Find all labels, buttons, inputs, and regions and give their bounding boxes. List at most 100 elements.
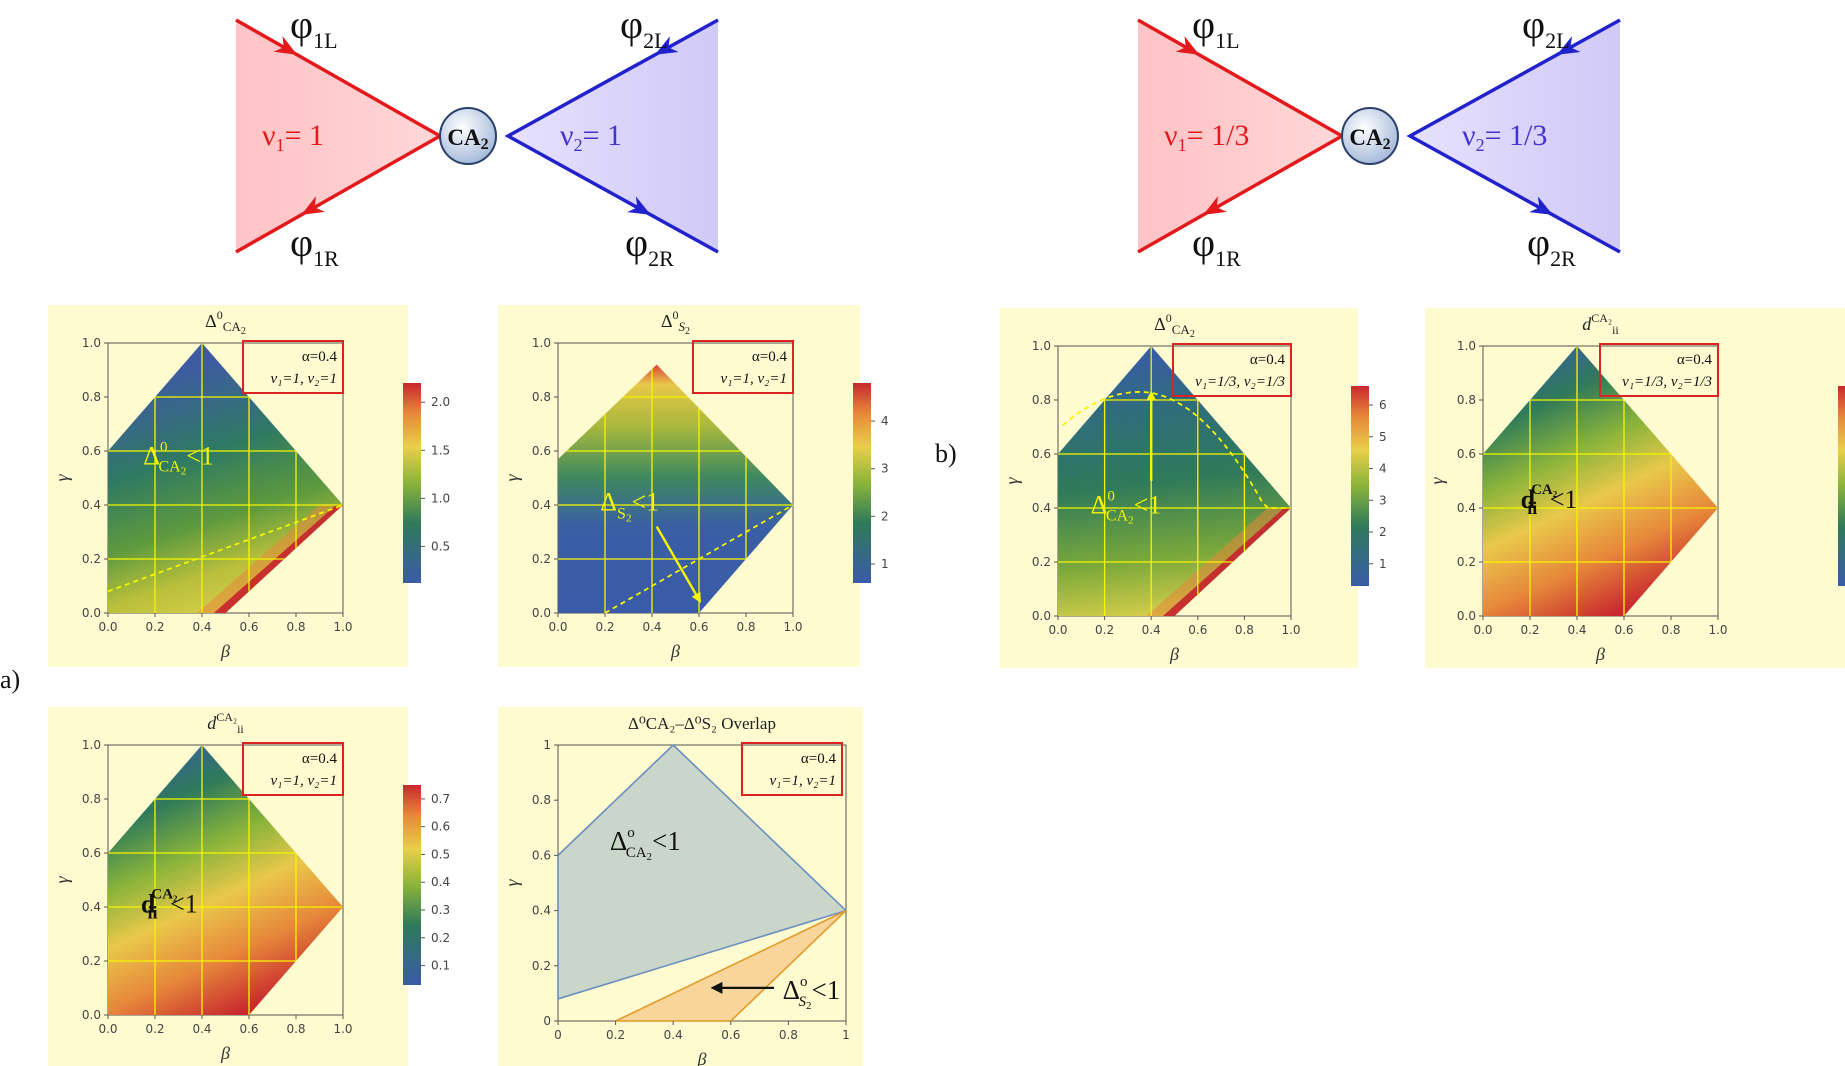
colorbar: [403, 383, 421, 583]
chart-title: Δ0CA2: [205, 308, 246, 337]
chart-title: dCA₂ii: [207, 710, 244, 736]
legend-alpha: α=0.4: [302, 349, 338, 365]
y-tick-label: 0.0: [82, 606, 101, 620]
x-tick-label: 0.2: [595, 620, 614, 634]
x-tick-label: 0.0: [98, 1022, 117, 1036]
y-tick-label: 0.8: [1032, 393, 1051, 407]
y-tick-label: 0.0: [1032, 609, 1051, 623]
schematic-diagrams: CA2 φ1L φ2L φ1R φ2R ν1= 1 ν2= 1 CA2 φ1L φ2L φ1R φ2R…: [235, 2, 1621, 271]
x-tick-label: 0.2: [606, 1028, 625, 1042]
x-axis-label: β: [220, 1043, 230, 1063]
legend-alpha: α=0.4: [752, 349, 788, 365]
edge-arrow-head: [1203, 196, 1227, 215]
y-tick-label: 1.0: [82, 336, 101, 350]
y-tick-label: 0.4: [532, 904, 551, 918]
colorbar-tick-label: 0.1: [431, 959, 450, 973]
y-axis-label: γ: [502, 879, 522, 887]
x-axis-label: β: [670, 641, 680, 661]
boundary-dashed-line: [604, 504, 794, 614]
parameter-legend-box: [741, 742, 843, 796]
ca2-node-label: CA2: [447, 125, 488, 153]
y-tick-label: 0.0: [82, 1008, 101, 1022]
region-annotation: Δ0 CA2<1: [143, 440, 214, 478]
y-tick-label: 0.8: [82, 390, 101, 404]
colorbar-tick-label: 0.6: [431, 820, 450, 834]
y-tick-label: 0.4: [82, 498, 101, 512]
annotation-arrow: [655, 525, 702, 603]
legend-nu: ν₁=1/3, ν₂=1/3: [1195, 374, 1285, 390]
edge-arrow-head: [1529, 196, 1553, 215]
colorbar-tick-label: 3: [1379, 493, 1387, 507]
boundary-dashed-line: [107, 504, 344, 593]
chart-title: Δ0CA2: [1154, 311, 1195, 340]
colorbar-tick-label: 2: [881, 509, 889, 523]
x-tick-label: 1: [842, 1028, 850, 1042]
x-tick-label: 0.6: [721, 1028, 740, 1042]
legend-alpha: α=0.4: [302, 751, 338, 767]
y-tick-label: 1.0: [82, 738, 101, 752]
x-tick-label: 1.0: [333, 620, 352, 634]
y-tick-label: 0.8: [82, 792, 101, 806]
x-axis-label: β: [1595, 644, 1605, 664]
colorbar-tick-label: 2.0: [431, 395, 450, 409]
heatmap-region: [108, 745, 343, 1015]
chart-title: dCA₂ii: [1582, 311, 1619, 337]
y-axis-label: γ: [52, 474, 72, 482]
y-tick-label: 0.0: [1457, 609, 1476, 623]
y-tick-label: 0.2: [1457, 555, 1476, 569]
colorbar-tick-label: 0.2: [431, 931, 450, 945]
ca2-node: [439, 107, 497, 165]
y-tick-label: 0.2: [1032, 555, 1051, 569]
x-tick-label: 0.0: [548, 620, 567, 634]
x-tick-label: 0.2: [1520, 623, 1539, 637]
x-tick-label: 0.6: [239, 620, 258, 634]
panel-label-b: b): [935, 439, 957, 468]
colorbar-tick-label: 6: [1379, 398, 1387, 412]
chart-panels: Δ0CA2 Δ0 CA2<1 0.0 0.2 0.4 0.6 0.8 1.0 0.0 0.2 0.4 0…: [48, 305, 1845, 1066]
colorbar-tick-label: 0.3: [431, 903, 450, 917]
legend-nu: ν₁=1/3, ν₂=1/3: [1622, 374, 1712, 390]
nu2-label: ν2= 1: [560, 119, 622, 155]
y-tick-label: 0.8: [532, 390, 551, 404]
heatmap-region: [1483, 346, 1718, 616]
colorbar-tick-label: 0.4: [431, 875, 450, 889]
colorbar: [1838, 386, 1845, 586]
edge-arrow-head: [1557, 36, 1581, 55]
x-tick-label: 1.0: [1708, 623, 1727, 637]
x-tick-label: 0.8: [286, 620, 305, 634]
overlap-label-s: Δo S2<1: [783, 974, 841, 1012]
x-tick-label: 1.0: [333, 1022, 352, 1036]
chart-panel-4: Δ⁰CA₂–Δ⁰S₂ Overlap Δo CA2<1 Δo S2<1 0 0.2 0.4 0.…: [498, 707, 863, 1066]
x-tick-label: 0.4: [192, 620, 211, 634]
phi-2R-label: φ2R: [1527, 220, 1576, 271]
x-tick-label: 0.0: [1473, 623, 1492, 637]
nu1-label: ν1= 1/3: [1164, 119, 1249, 155]
edge-arrow-head: [301, 196, 325, 215]
chart-panel-5: Δ0CA2 Δ0 CA2<1 0.0 0.2 0.4 0.6 0.8 1.0 0.0 0.2 0.4 0…: [1000, 308, 1387, 668]
y-tick-label: 0.2: [82, 954, 101, 968]
legend-nu: ν₁=1, ν₂=1: [271, 773, 338, 789]
ca2-node: [1341, 107, 1399, 165]
x-axis-label: β: [1169, 644, 1179, 664]
parameter-legend-box: [242, 340, 344, 394]
x-tick-label: 0.4: [192, 1022, 211, 1036]
nu1-label: ν1= 1: [262, 119, 324, 155]
y-tick-label: 0.4: [82, 900, 101, 914]
colorbar-tick-label: 4: [881, 414, 889, 428]
x-tick-label: 0.4: [1142, 623, 1161, 637]
colorbar: [403, 785, 421, 985]
x-tick-label: 0.0: [1048, 623, 1067, 637]
chart-title: Δ0S2: [661, 308, 690, 337]
legend-nu: ν₁=1, ν₂=1: [271, 371, 338, 387]
heatmap-region: [558, 364, 793, 613]
left-wedge: [236, 20, 440, 252]
y-tick-label: 1.0: [1457, 339, 1476, 353]
overlap-label-ca: Δo CA2<1: [610, 825, 681, 863]
colorbar-tick-label: 5: [1379, 430, 1387, 444]
x-tick-label: 0.8: [1661, 623, 1680, 637]
chart-panel-1: Δ0CA2 Δ0 CA2<1 0.0 0.2 0.4 0.6 0.8 1.0 0.0 0.2 0.4 0…: [48, 305, 450, 667]
x-tick-label: 0.6: [1188, 623, 1207, 637]
x-tick-label: 0.6: [689, 620, 708, 634]
y-axis-label: γ: [52, 876, 72, 884]
